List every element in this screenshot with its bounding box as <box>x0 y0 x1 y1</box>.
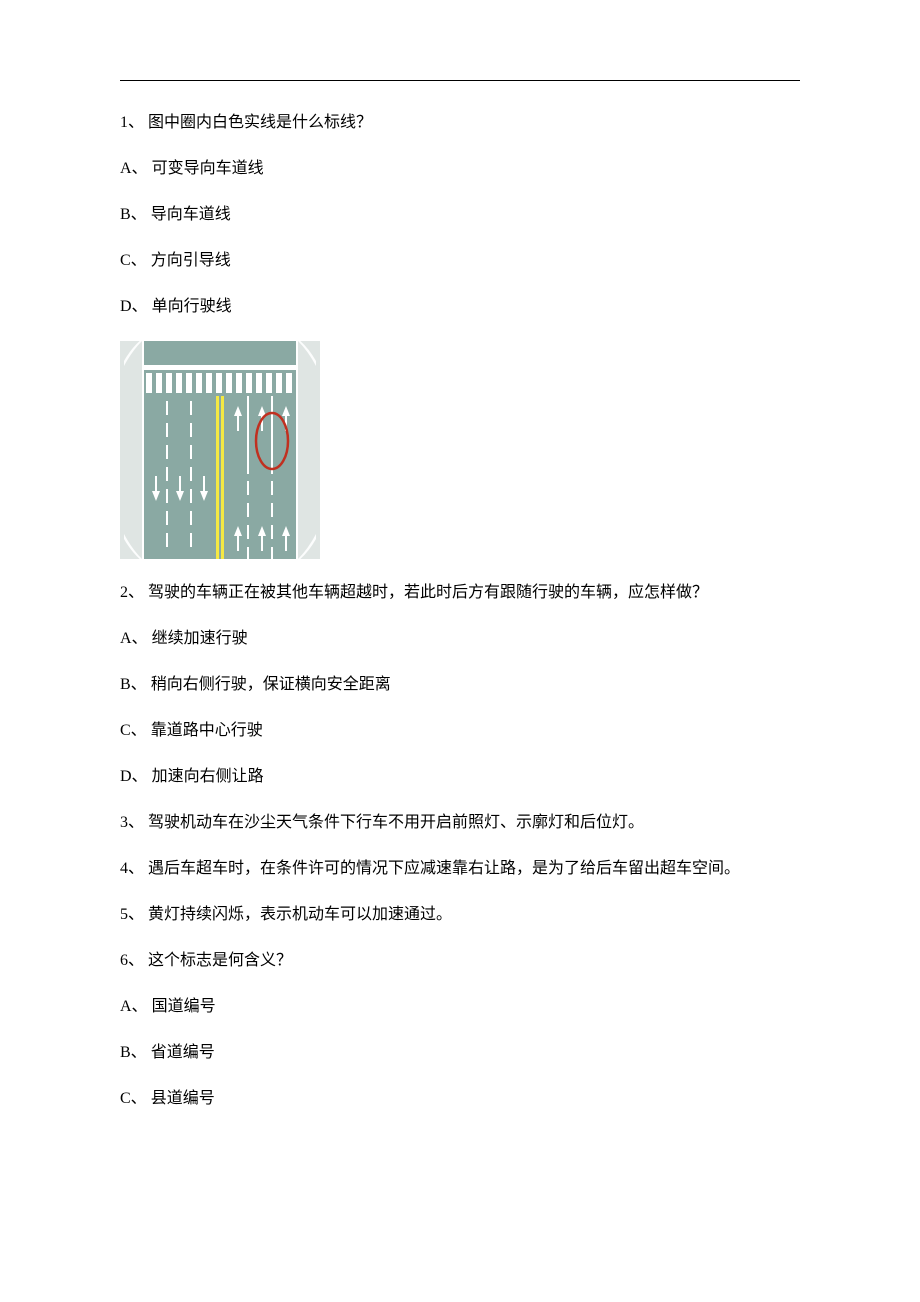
option-text: 加速向右侧让路 <box>152 768 264 785</box>
option-text: 县道编号 <box>151 1090 215 1107</box>
option-letter: C、 <box>120 722 147 739</box>
question-4: 4、 遇后车超车时，在条件许可的情况下应减速靠右让路，是为了给后车留出超车空间。 <box>120 857 800 881</box>
question-number: 1、 <box>120 114 144 131</box>
option-2-c: C、 靠道路中心行驶 <box>120 719 800 743</box>
option-1-c: C、 方向引导线 <box>120 249 800 273</box>
option-letter: D、 <box>120 298 148 315</box>
option-6-b: B、 省道编号 <box>120 1041 800 1065</box>
option-letter: B、 <box>120 206 147 223</box>
option-letter: A、 <box>120 160 148 177</box>
question-number: 4、 <box>120 860 144 877</box>
option-text: 可变导向车道线 <box>152 160 264 177</box>
option-text: 靠道路中心行驶 <box>151 722 263 739</box>
option-text: 稍向右侧行驶，保证横向安全距离 <box>151 676 391 693</box>
question-text: 图中圈内白色实线是什么标线？ <box>148 114 372 131</box>
option-letter: B、 <box>120 676 147 693</box>
option-text: 国道编号 <box>152 998 216 1015</box>
question-text: 遇后车超车时，在条件许可的情况下应减速靠右让路，是为了给后车留出超车空间。 <box>148 860 740 877</box>
option-letter: C、 <box>120 1090 147 1107</box>
option-6-a: A、 国道编号 <box>120 995 800 1019</box>
question-text: 驾驶机动车在沙尘天气条件下行车不用开启前照灯、示廓灯和后位灯。 <box>148 814 644 831</box>
option-1-b: B、 导向车道线 <box>120 203 800 227</box>
question-number: 5、 <box>120 906 144 923</box>
page-content: 1、 图中圈内白色实线是什么标线？ A、 可变导向车道线 B、 导向车道线 C、… <box>120 80 800 1111</box>
option-text: 省道编号 <box>151 1044 215 1061</box>
question-1: 1、 图中圈内白色实线是什么标线？ <box>120 111 800 135</box>
question-number: 2、 <box>120 584 144 601</box>
question-text: 驾驶的车辆正在被其他车辆超越时，若此时后方有跟随行驶的车辆，应怎样做？ <box>148 584 708 601</box>
option-2-d: D、 加速向右侧让路 <box>120 765 800 789</box>
question-number: 6、 <box>120 952 144 969</box>
option-text: 继续加速行驶 <box>152 630 248 647</box>
question-number: 3、 <box>120 814 144 831</box>
option-letter: C、 <box>120 252 147 269</box>
option-letter: A、 <box>120 630 148 647</box>
question-2: 2、 驾驶的车辆正在被其他车辆超越时，若此时后方有跟随行驶的车辆，应怎样做？ <box>120 581 800 605</box>
option-text: 导向车道线 <box>151 206 231 223</box>
question-text: 这个标志是何含义？ <box>148 952 292 969</box>
question-6: 6、 这个标志是何含义？ <box>120 949 800 973</box>
option-2-b: B、 稍向右侧行驶，保证横向安全距离 <box>120 673 800 697</box>
option-text: 方向引导线 <box>151 252 231 269</box>
option-text: 单向行驶线 <box>152 298 232 315</box>
option-letter: D、 <box>120 768 148 785</box>
option-1-d: D、 单向行驶线 <box>120 295 800 319</box>
option-2-a: A、 继续加速行驶 <box>120 627 800 651</box>
option-6-c: C、 县道编号 <box>120 1087 800 1111</box>
question-text: 黄灯持续闪烁，表示机动车可以加速通过。 <box>148 906 452 923</box>
option-letter: B、 <box>120 1044 147 1061</box>
option-1-a: A、 可变导向车道线 <box>120 157 800 181</box>
option-letter: A、 <box>120 998 148 1015</box>
question-5: 5、 黄灯持续闪烁，表示机动车可以加速通过。 <box>120 903 800 927</box>
road-marking-diagram <box>120 341 320 559</box>
question-3: 3、 驾驶机动车在沙尘天气条件下行车不用开启前照灯、示廓灯和后位灯。 <box>120 811 800 835</box>
